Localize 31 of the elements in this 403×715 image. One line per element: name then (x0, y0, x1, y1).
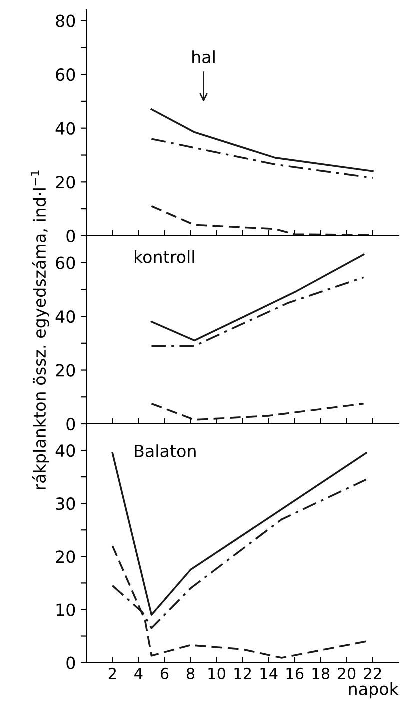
x-axis-title: napok (349, 682, 399, 699)
x-tick-label: 10 (208, 668, 226, 680)
x-tick-label: 8 (186, 668, 195, 680)
line-series (150, 108, 374, 172)
x-tick-label: 16 (286, 668, 304, 680)
text: Balaton (135, 444, 196, 458)
x-tick-label: 14 (260, 668, 278, 680)
y-tick-label: 20 (56, 176, 76, 189)
x-tick-label: 2 (108, 668, 116, 680)
y-tick-label: 20 (56, 364, 76, 377)
x-tick-label: 18 (312, 668, 330, 680)
x-tick-label: 6 (160, 668, 169, 680)
y-tick-label: 0 (66, 656, 76, 670)
text: kontroll (135, 250, 194, 264)
y-tick-label: 40 (56, 444, 76, 458)
y-tick-label: 40 (56, 122, 76, 135)
y-tick-label: 40 (56, 310, 76, 324)
x-tick-label: 20 (338, 668, 356, 680)
y-tick-label: 0 (66, 230, 76, 243)
y-tick-label: 30 (56, 498, 76, 510)
y-tick-label: 20 (56, 550, 76, 564)
y-tick-label: 60 (56, 256, 76, 270)
annotation: hal (192, 50, 215, 64)
y-tick-label: 60 (56, 68, 76, 82)
x-tick-label: 22 (364, 668, 382, 680)
y-tick-label: 10 (56, 604, 76, 616)
x-tick-label: 12 (234, 668, 251, 680)
y-tick-label: 80 (56, 14, 76, 28)
x-tick-label: 4 (134, 668, 143, 680)
y-axis-title: rákplankton össz. egyedszáma, ind·l$^{−1}$ (30, 170, 50, 490)
y-tick-label: 0 (66, 418, 76, 431)
